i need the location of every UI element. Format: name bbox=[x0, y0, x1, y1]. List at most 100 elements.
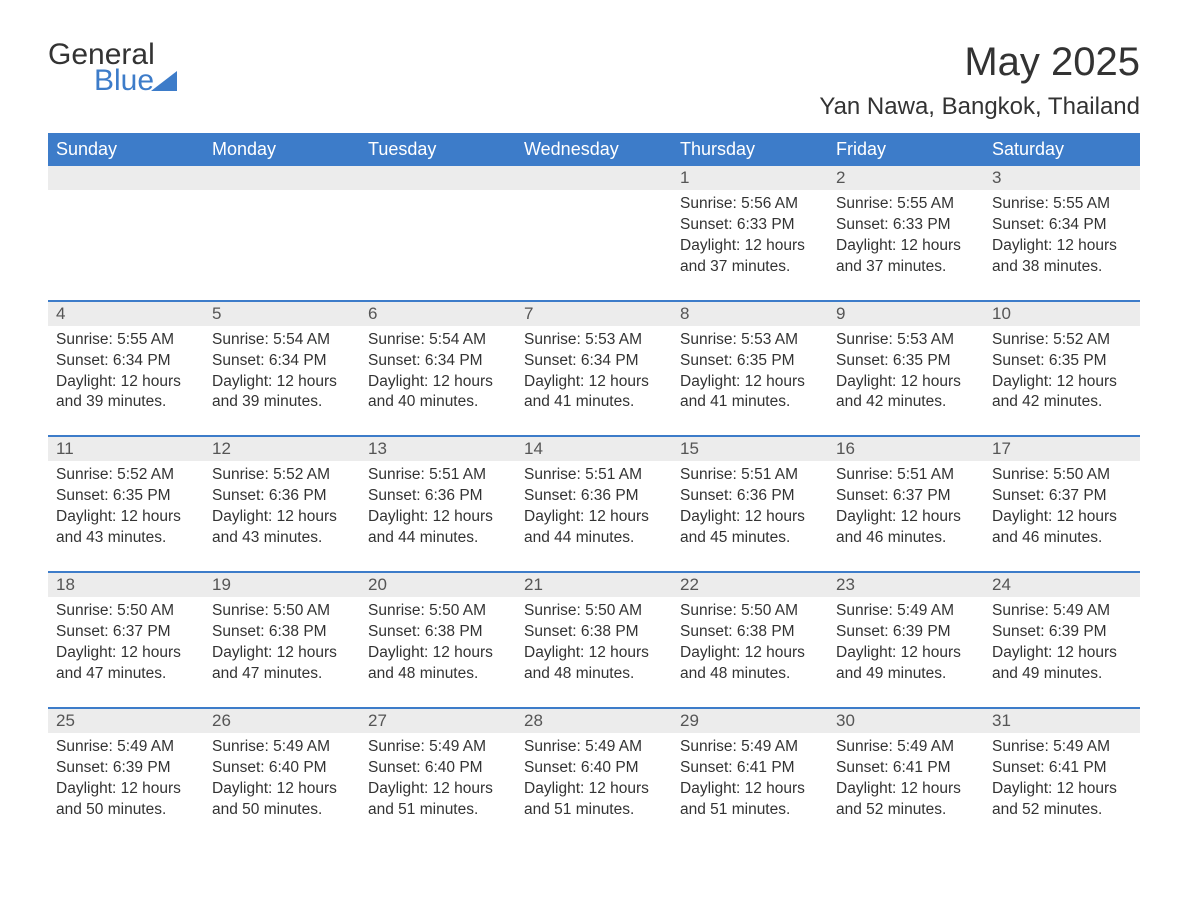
day-data: Sunrise: 5:50 AMSunset: 6:38 PMDaylight:… bbox=[204, 597, 360, 707]
day-number: 21 bbox=[516, 573, 672, 597]
sunrise-text: Sunrise: 5:50 AM bbox=[524, 601, 664, 622]
sunrise-text: Sunrise: 5:52 AM bbox=[56, 465, 196, 486]
daylight-text: and 46 minutes. bbox=[836, 528, 976, 549]
sunset-text: Sunset: 6:36 PM bbox=[212, 486, 352, 507]
sunset-text: Sunset: 6:36 PM bbox=[680, 486, 820, 507]
day-number: 25 bbox=[48, 709, 204, 733]
daylight-text: and 49 minutes. bbox=[836, 664, 976, 685]
daylight-text: Daylight: 12 hours bbox=[992, 236, 1132, 257]
sunset-text: Sunset: 6:33 PM bbox=[836, 215, 976, 236]
day-data: Sunrise: 5:49 AMSunset: 6:39 PMDaylight:… bbox=[828, 597, 984, 707]
day-data: Sunrise: 5:49 AMSunset: 6:41 PMDaylight:… bbox=[672, 733, 828, 843]
day-number: 6 bbox=[360, 302, 516, 326]
day-number: 4 bbox=[48, 302, 204, 326]
daylight-text: and 49 minutes. bbox=[992, 664, 1132, 685]
daylight-text: Daylight: 12 hours bbox=[992, 779, 1132, 800]
day-number: 22 bbox=[672, 573, 828, 597]
day-data: Sunrise: 5:49 AMSunset: 6:40 PMDaylight:… bbox=[204, 733, 360, 843]
calendar-cell: 29Sunrise: 5:49 AMSunset: 6:41 PMDayligh… bbox=[672, 708, 828, 843]
sunrise-text: Sunrise: 5:49 AM bbox=[680, 737, 820, 758]
calendar-cell bbox=[204, 166, 360, 301]
sunrise-text: Sunrise: 5:55 AM bbox=[992, 194, 1132, 215]
calendar-cell: 21 Sunrise: 5:50 AMSunset: 6:38 PMDayligh… bbox=[516, 572, 672, 708]
day-data: Sunrise: 5:55 AMSunset: 6:34 PMDaylight:… bbox=[984, 190, 1140, 300]
sunset-text: Sunset: 6:38 PM bbox=[524, 622, 664, 643]
day-data: Sunrise: 5:53 AMSunset: 6:34 PMDaylight:… bbox=[516, 326, 672, 436]
sunrise-text: Sunrise: 5:49 AM bbox=[836, 601, 976, 622]
sunset-text: Sunset: 6:36 PM bbox=[524, 486, 664, 507]
day-number: 29 bbox=[672, 709, 828, 733]
day-number: 30 bbox=[828, 709, 984, 733]
day-number: 23 bbox=[828, 573, 984, 597]
daylight-text: Daylight: 12 hours bbox=[56, 643, 196, 664]
daylight-text: and 44 minutes. bbox=[368, 528, 508, 549]
day-number: 16 bbox=[828, 437, 984, 461]
sunrise-text: Sunrise: 5:53 AM bbox=[836, 330, 976, 351]
sunrise-text: Sunrise: 5:50 AM bbox=[680, 601, 820, 622]
logo: General Blue bbox=[48, 40, 177, 96]
day-data: Sunrise: 5:53 AMSunset: 6:35 PMDaylight:… bbox=[828, 326, 984, 436]
daylight-text: Daylight: 12 hours bbox=[680, 643, 820, 664]
calendar-table: SundayMondayTuesdayWednesdayThursdayFrid… bbox=[48, 133, 1140, 842]
day-data: Sunrise: 5:50 AMSunset: 6:38 PMDaylight:… bbox=[672, 597, 828, 707]
calendar-cell: 11Sunrise: 5:52 AMSunset: 6:35 PMDayligh… bbox=[48, 436, 204, 572]
daylight-text: and 42 minutes. bbox=[836, 392, 976, 413]
logo-text: General Blue bbox=[48, 40, 177, 96]
sunrise-text: Sunrise: 5:49 AM bbox=[368, 737, 508, 758]
daylight-text: Daylight: 12 hours bbox=[368, 643, 508, 664]
day-data: Sunrise: 5:51 AMSunset: 6:36 PMDaylight:… bbox=[672, 461, 828, 571]
sunset-text: Sunset: 6:38 PM bbox=[368, 622, 508, 643]
sunset-text: Sunset: 6:34 PM bbox=[992, 215, 1132, 236]
sunset-text: Sunset: 6:34 PM bbox=[56, 351, 196, 372]
sunrise-text: Sunrise: 5:51 AM bbox=[836, 465, 976, 486]
sunset-text: Sunset: 6:37 PM bbox=[56, 622, 196, 643]
calendar-cell: 10Sunrise: 5:52 AMSunset: 6:35 PMDayligh… bbox=[984, 301, 1140, 437]
calendar-cell: 27Sunrise: 5:49 AMSunset: 6:40 PMDayligh… bbox=[360, 708, 516, 843]
daylight-text: Daylight: 12 hours bbox=[680, 372, 820, 393]
daylight-text: and 45 minutes. bbox=[680, 528, 820, 549]
sunset-text: Sunset: 6:39 PM bbox=[836, 622, 976, 643]
calendar-cell: 14Sunrise: 5:51 AMSunset: 6:36 PMDayligh… bbox=[516, 436, 672, 572]
location-label: Yan Nawa, Bangkok, Thailand bbox=[819, 93, 1140, 121]
day-number: 2 bbox=[828, 166, 984, 190]
day-data: Sunrise: 5:49 AMSunset: 6:40 PMDaylight:… bbox=[360, 733, 516, 843]
sunset-text: Sunset: 6:35 PM bbox=[680, 351, 820, 372]
calendar-cell: 6Sunrise: 5:54 AMSunset: 6:34 PMDaylight… bbox=[360, 301, 516, 437]
sunset-text: Sunset: 6:34 PM bbox=[368, 351, 508, 372]
calendar-cell: 22Sunrise: 5:50 AMSunset: 6:38 PMDayligh… bbox=[672, 572, 828, 708]
daylight-text: and 43 minutes. bbox=[212, 528, 352, 549]
month-title: May 2025 bbox=[819, 40, 1140, 85]
day-number bbox=[516, 166, 672, 190]
calendar-head: SundayMondayTuesdayWednesdayThursdayFrid… bbox=[48, 133, 1140, 166]
sunrise-text: Sunrise: 5:50 AM bbox=[212, 601, 352, 622]
daylight-text: and 52 minutes. bbox=[836, 800, 976, 821]
day-data bbox=[48, 190, 204, 290]
sunset-text: Sunset: 6:33 PM bbox=[680, 215, 820, 236]
day-data bbox=[360, 190, 516, 290]
day-data bbox=[516, 190, 672, 290]
calendar-week-row: 25Sunrise: 5:49 AMSunset: 6:39 PMDayligh… bbox=[48, 708, 1140, 843]
day-number: 8 bbox=[672, 302, 828, 326]
day-data: Sunrise: 5:52 AMSunset: 6:36 PMDaylight:… bbox=[204, 461, 360, 571]
sunset-text: Sunset: 6:41 PM bbox=[680, 758, 820, 779]
day-data: Sunrise: 5:56 AMSunset: 6:33 PMDaylight:… bbox=[672, 190, 828, 300]
calendar-cell: 23Sunrise: 5:49 AMSunset: 6:39 PMDayligh… bbox=[828, 572, 984, 708]
calendar-cell: 5Sunrise: 5:54 AMSunset: 6:34 PMDaylight… bbox=[204, 301, 360, 437]
sunset-text: Sunset: 6:39 PM bbox=[992, 622, 1132, 643]
sunrise-text: Sunrise: 5:51 AM bbox=[524, 465, 664, 486]
day-data: Sunrise: 5:53 AMSunset: 6:35 PMDaylight:… bbox=[672, 326, 828, 436]
daylight-text: and 48 minutes. bbox=[368, 664, 508, 685]
daylight-text: Daylight: 12 hours bbox=[368, 779, 508, 800]
day-number: 31 bbox=[984, 709, 1140, 733]
sunrise-text: Sunrise: 5:50 AM bbox=[56, 601, 196, 622]
day-data: Sunrise: 5:49 AMSunset: 6:41 PMDaylight:… bbox=[828, 733, 984, 843]
calendar-cell bbox=[48, 166, 204, 301]
calendar-cell: 26Sunrise: 5:49 AMSunset: 6:40 PMDayligh… bbox=[204, 708, 360, 843]
sunrise-text: Sunrise: 5:53 AM bbox=[680, 330, 820, 351]
daylight-text: Daylight: 12 hours bbox=[524, 643, 664, 664]
sunset-text: Sunset: 6:40 PM bbox=[212, 758, 352, 779]
daylight-text: and 46 minutes. bbox=[992, 528, 1132, 549]
day-data: Sunrise: 5:55 AMSunset: 6:33 PMDaylight:… bbox=[828, 190, 984, 300]
daylight-text: Daylight: 12 hours bbox=[368, 507, 508, 528]
calendar-cell: 3Sunrise: 5:55 AMSunset: 6:34 PMDaylight… bbox=[984, 166, 1140, 301]
